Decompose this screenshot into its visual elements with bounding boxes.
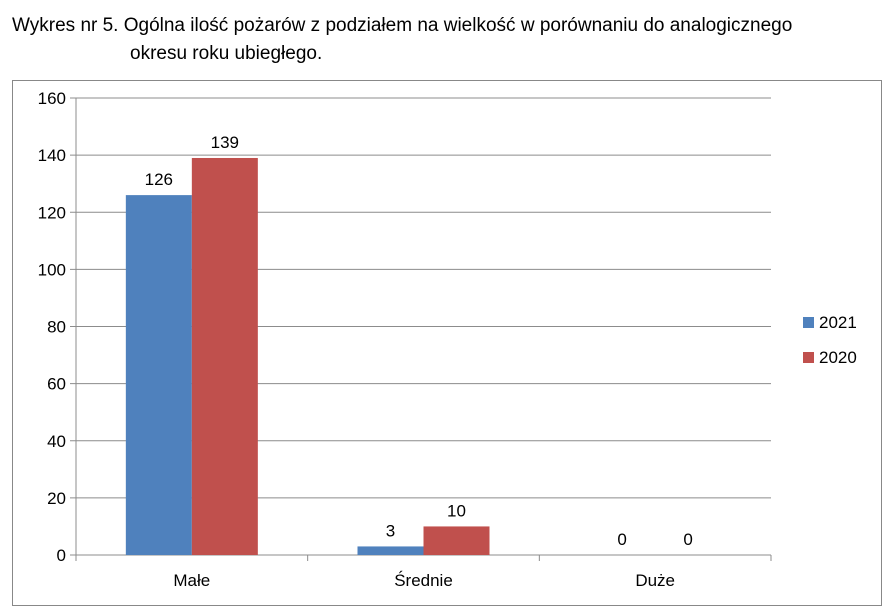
legend-swatch-2021 bbox=[803, 317, 814, 328]
data-label: 10 bbox=[447, 501, 466, 520]
data-label: 3 bbox=[386, 521, 395, 540]
chart-area: 0 20 40 60 80 100 120 140 160 126 139 Małe 3 10 Średni… bbox=[12, 80, 882, 606]
category-label: Średnie bbox=[394, 571, 453, 590]
data-label: 139 bbox=[211, 133, 239, 152]
y-tick-label: 120 bbox=[38, 203, 66, 222]
category-label: Małe bbox=[173, 571, 210, 590]
bar-2021-1 bbox=[357, 546, 424, 555]
bar-2021-0 bbox=[125, 195, 192, 556]
y-tick-label: 160 bbox=[38, 89, 66, 108]
title-line-1: Wykres nr 5. Ogólna ilość pożarów z podz… bbox=[12, 15, 793, 36]
data-label: 126 bbox=[145, 170, 173, 189]
data-label: 0 bbox=[617, 530, 626, 549]
chart-title: Wykres nr 5. Ogólna ilość pożarów z podz… bbox=[12, 12, 882, 68]
y-tick-label: 20 bbox=[47, 489, 66, 508]
legend-label: 2021 bbox=[819, 313, 857, 332]
legend-swatch-2020 bbox=[803, 352, 814, 363]
bar-2020-1 bbox=[423, 526, 490, 555]
y-tick-label: 140 bbox=[38, 146, 66, 165]
y-tick-label: 40 bbox=[47, 432, 66, 451]
legend-label: 2020 bbox=[819, 348, 857, 367]
title-line-2: okresu roku ubiegłego. bbox=[130, 43, 323, 64]
bar-chart: 0 20 40 60 80 100 120 140 160 126 139 Małe 3 10 Średni… bbox=[38, 89, 857, 590]
y-tick-label: 80 bbox=[47, 318, 66, 337]
y-tick-label: 60 bbox=[47, 375, 66, 394]
y-tick-label: 0 bbox=[57, 546, 66, 565]
bar-2020-0 bbox=[191, 157, 258, 555]
category-label: Duże bbox=[635, 571, 675, 590]
y-tick-label: 100 bbox=[38, 260, 66, 279]
data-label: 0 bbox=[683, 530, 692, 549]
